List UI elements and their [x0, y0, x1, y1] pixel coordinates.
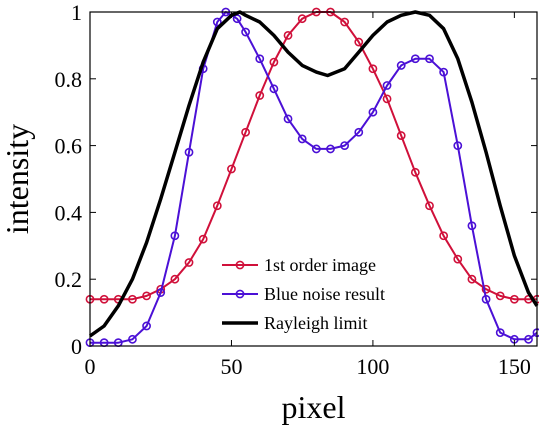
- series-0-point: [453, 254, 463, 264]
- series-1-point: [382, 81, 392, 90]
- series-0-point: [368, 64, 378, 74]
- legend: 1st order image Blue noise result Rayleigh…: [222, 255, 385, 333]
- legend-marker: [235, 289, 245, 299]
- series-1-point: [481, 294, 491, 304]
- series-0-point: [410, 167, 420, 177]
- series-0-point: [227, 164, 236, 174]
- y-tick-label: 0.4: [55, 200, 83, 225]
- series-1-point: [255, 54, 265, 64]
- series-0-point: [425, 201, 434, 211]
- series-0-point: [495, 291, 505, 301]
- series-1-point: [170, 231, 180, 241]
- series-0-point: [382, 94, 392, 104]
- x-tick-label: 100: [356, 354, 389, 379]
- series-1-point: [283, 114, 293, 124]
- series-1-point: [232, 14, 242, 24]
- x-tick-label: 0: [85, 354, 96, 379]
- series-1-point: [142, 321, 151, 331]
- series-1-point: [184, 147, 194, 157]
- series-0-point: [255, 91, 265, 100]
- y-tick-label: 0.8: [55, 67, 83, 92]
- series-0-point: [509, 294, 519, 304]
- series-0-point: [184, 258, 194, 267]
- y-axis-label: intensity: [0, 124, 35, 234]
- series-0-point: [99, 294, 109, 304]
- series-0-point: [467, 274, 477, 284]
- series-1-point: [439, 67, 449, 77]
- series-0-point: [170, 274, 180, 284]
- series-0-point: [241, 127, 251, 137]
- axis-layer: 0 50 100 150 0 0.2 0.4 0.6 0.8 1: [55, 0, 538, 379]
- legend-label: Blue noise result: [264, 284, 385, 304]
- y-tick-label: 0.2: [55, 267, 83, 292]
- series-line-1: [90, 11, 538, 344]
- series-0-point: [128, 294, 137, 304]
- series-layer: [85, 7, 539, 348]
- series-1-point: [340, 141, 350, 150]
- series-1-point: [368, 107, 378, 117]
- series-1-point: [128, 334, 137, 344]
- legend-label: Rayleigh limit: [264, 313, 368, 333]
- series-0-point: [354, 37, 364, 47]
- series-1-point: [425, 54, 434, 64]
- series-1-point: [297, 134, 307, 144]
- y-tick-label: 0: [71, 334, 82, 359]
- legend-label: 1st order image: [264, 255, 376, 275]
- series-line-2: [88, 10, 539, 338]
- series-1-point: [212, 17, 222, 27]
- series-0-point: [481, 284, 491, 294]
- series-0-point: [439, 231, 449, 241]
- axes-box: [89, 11, 538, 347]
- series-1-point: [524, 334, 533, 344]
- x-axis-label: pixel: [282, 389, 346, 425]
- series-1-point: [396, 61, 406, 70]
- series-0-point: [297, 14, 307, 24]
- series-0-point: [340, 17, 350, 27]
- series-0-point: [212, 201, 222, 211]
- series-1-point: [311, 144, 321, 154]
- series-0-point: [269, 57, 279, 67]
- series-1-point: [410, 54, 420, 64]
- series-1-point: [354, 127, 364, 137]
- legend-marker: [235, 260, 245, 270]
- series-1-point: [495, 328, 505, 338]
- series-1-point: [326, 144, 335, 154]
- series-0-point: [198, 234, 208, 244]
- x-tick-label: 150: [498, 354, 531, 379]
- series-1-point: [241, 27, 251, 37]
- series-1-point: [156, 288, 166, 297]
- y-tick-label: 0.6: [55, 134, 83, 159]
- series-1-point: [467, 221, 477, 231]
- x-tick-label: 50: [220, 354, 242, 379]
- series-0-point: [142, 291, 151, 301]
- series-0-point: [396, 131, 406, 140]
- series-1-point: [453, 141, 463, 150]
- y-tick-label: 1: [71, 0, 82, 25]
- series-0-point: [283, 30, 293, 40]
- series-1-point: [269, 84, 279, 94]
